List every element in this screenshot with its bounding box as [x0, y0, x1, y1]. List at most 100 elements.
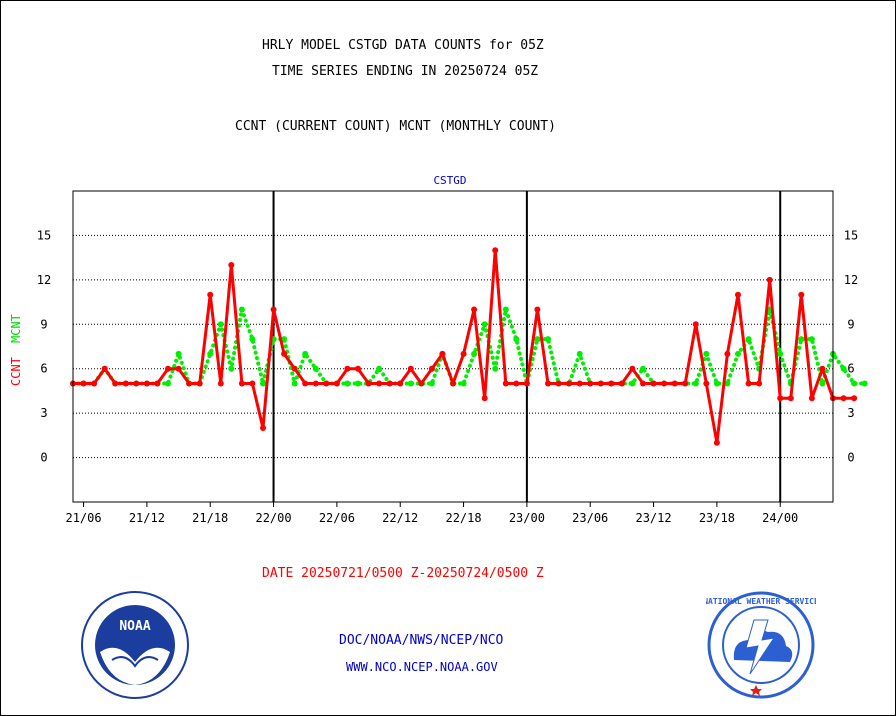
data-point-mcnt [355, 380, 361, 387]
data-point-mcnt [312, 365, 319, 372]
y-tick-label-right: 12 [844, 273, 858, 287]
data-point-ccnt [808, 395, 815, 402]
data-point-mcnt [481, 321, 488, 328]
data-point-ccnt [629, 365, 636, 372]
data-point-mcnt [471, 350, 478, 357]
x-tick-label: 22/06 [319, 511, 355, 525]
data-point-ccnt [513, 380, 520, 387]
data-point-mcnt [238, 306, 245, 313]
data-point-ccnt [165, 365, 171, 372]
y-tick-label-right: 9 [847, 317, 854, 331]
data-point-ccnt [576, 380, 583, 387]
data-point-mcnt [640, 365, 646, 372]
data-point-ccnt [217, 380, 224, 387]
data-point-mcnt [207, 350, 214, 357]
data-point-mcnt [703, 350, 710, 357]
data-point-mcnt [407, 380, 414, 387]
data-point-ccnt [355, 365, 361, 372]
y-tick-label-right: 3 [847, 406, 854, 420]
chart-title-line1: HRLY MODEL CSTGD DATA COUNTS for 05Z [262, 38, 544, 53]
data-point-ccnt [175, 365, 182, 372]
x-tick-label: 21/06 [65, 511, 101, 525]
data-point-ccnt [270, 306, 277, 313]
org-label: DOC/NOAA/NWS/NCEP/NCO [339, 633, 504, 648]
data-point-mcnt [217, 321, 224, 328]
y-tick-label-right: 6 [847, 362, 854, 376]
y-tick-label-right: 15 [844, 228, 858, 242]
series-line-mcnt [71, 301, 867, 391]
data-point-ccnt [481, 395, 488, 402]
data-point-mcnt [376, 365, 383, 372]
data-point-mcnt [344, 380, 351, 387]
data-point-ccnt [323, 380, 330, 387]
data-point-ccnt [777, 395, 784, 402]
nws-logo-text: NATIONAL WEATHER SERVICE [706, 597, 816, 606]
data-point-ccnt [735, 291, 741, 298]
data-point-ccnt [640, 380, 646, 387]
data-point-ccnt [460, 350, 467, 357]
data-point-ccnt [333, 380, 340, 387]
y-tick-label-right: 0 [847, 451, 854, 465]
data-point-ccnt [682, 380, 689, 387]
plot-area-border [72, 190, 834, 503]
data-point-mcnt [545, 336, 551, 343]
data-point-ccnt [186, 380, 193, 387]
data-point-ccnt [587, 380, 594, 387]
data-point-mcnt [629, 380, 636, 387]
data-point-mcnt [513, 336, 520, 343]
data-point-ccnt [376, 380, 383, 387]
data-point-mcnt [777, 350, 784, 357]
data-point-ccnt [196, 380, 203, 387]
data-point-mcnt [249, 336, 256, 343]
data-point-mcnt [534, 336, 541, 343]
data-point-mcnt [502, 306, 509, 313]
data-point-ccnt [608, 380, 615, 387]
y-tick-labels: 0 0 3 3 6 6 9 9 12 12 15 15 [37, 228, 858, 464]
data-point-mcnt [819, 380, 826, 387]
data-point-ccnt [671, 380, 678, 387]
nws-logo: NATIONAL WEATHER SERVICE [706, 591, 816, 699]
data-point-mcnt [291, 380, 298, 387]
data-point-ccnt [407, 365, 414, 372]
data-point-ccnt [80, 380, 87, 387]
data-point-mcnt [576, 350, 583, 357]
y-tick-label-left: 0 [40, 451, 47, 465]
data-point-ccnt [756, 380, 763, 387]
data-point-mcnt [460, 380, 467, 387]
y-tick-label-left: 15 [37, 228, 51, 242]
data-point-ccnt [133, 380, 140, 387]
data-point-ccnt [260, 425, 266, 431]
data-point-mcnt [175, 350, 182, 357]
y-tick-label-left: 6 [40, 362, 47, 376]
data-point-ccnt [228, 262, 235, 268]
x-tick-label: 23/06 [572, 511, 608, 525]
y-tick-label-left: 12 [37, 273, 51, 287]
data-point-ccnt [365, 380, 372, 387]
data-point-ccnt [545, 380, 551, 387]
data-point-ccnt [471, 306, 478, 313]
data-point-mcnt [798, 336, 805, 343]
x-tick-label: 21/18 [192, 511, 228, 525]
data-point-ccnt [91, 380, 98, 387]
data-point-mcnt [861, 380, 868, 387]
x-tick-label: 22/00 [255, 511, 291, 525]
data-point-mcnt [281, 336, 288, 343]
x-tick-label: 23/18 [699, 511, 735, 525]
data-point-ccnt [840, 395, 847, 402]
data-point-ccnt [787, 395, 794, 402]
data-point-ccnt [492, 247, 499, 254]
data-point-mcnt [851, 380, 858, 387]
data-point-ccnt [122, 380, 129, 387]
data-point-ccnt [851, 395, 858, 402]
x-tick-label: 21/12 [129, 511, 165, 525]
data-point-mcnt [165, 380, 171, 387]
data-point-mcnt [692, 380, 699, 387]
data-point-ccnt [703, 380, 710, 387]
data-point-ccnt [386, 380, 393, 387]
data-point-mcnt [745, 336, 752, 343]
data-point-mcnt [808, 336, 815, 343]
data-point-mcnt [492, 365, 499, 372]
noaa-logo: NOAA [81, 591, 189, 699]
data-point-ccnt [291, 365, 298, 372]
